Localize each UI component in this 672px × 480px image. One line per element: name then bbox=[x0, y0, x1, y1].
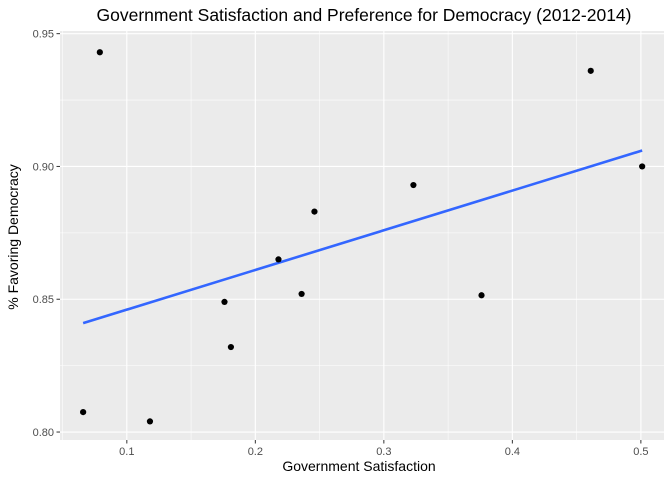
x-tick-label: 0.3 bbox=[376, 446, 391, 458]
y-axis-ticks: 0.80 0.85 0.90 0.95 bbox=[33, 29, 60, 439]
data-point bbox=[478, 292, 485, 299]
data-point bbox=[587, 67, 594, 74]
trend-line bbox=[82, 149, 643, 325]
data-point bbox=[275, 256, 282, 263]
y-tick-label: 0.90 bbox=[33, 161, 54, 173]
y-tick-label: 0.85 bbox=[33, 294, 54, 306]
x-axis-ticks: 0.1 0.2 0.3 0.4 0.5 bbox=[119, 440, 649, 458]
x-axis-title: Government Satisfaction bbox=[282, 458, 435, 474]
x-tick-label: 0.2 bbox=[248, 446, 263, 458]
chart-title: Government Satisfaction and Preference f… bbox=[97, 5, 632, 25]
data-point bbox=[80, 409, 87, 416]
grid-major bbox=[60, 31, 664, 440]
grid-minor bbox=[60, 31, 664, 440]
y-axis-title: % Favoring Democracy bbox=[5, 164, 21, 310]
data-point bbox=[639, 163, 646, 170]
plot-panel bbox=[60, 31, 664, 440]
x-tick-label: 0.1 bbox=[119, 446, 134, 458]
x-tick-label: 0.4 bbox=[505, 446, 520, 458]
data-point bbox=[311, 208, 318, 215]
data-point bbox=[410, 181, 417, 189]
x-tick-label: 0.5 bbox=[633, 446, 648, 458]
data-point bbox=[298, 290, 305, 298]
y-tick-label: 0.80 bbox=[33, 427, 54, 439]
data-point bbox=[96, 49, 103, 56]
data-points bbox=[80, 49, 646, 425]
trend-line-group bbox=[82, 149, 643, 325]
y-tick-label: 0.95 bbox=[33, 29, 54, 41]
data-point bbox=[227, 343, 235, 351]
data-point bbox=[221, 298, 228, 305]
data-point bbox=[146, 418, 154, 425]
